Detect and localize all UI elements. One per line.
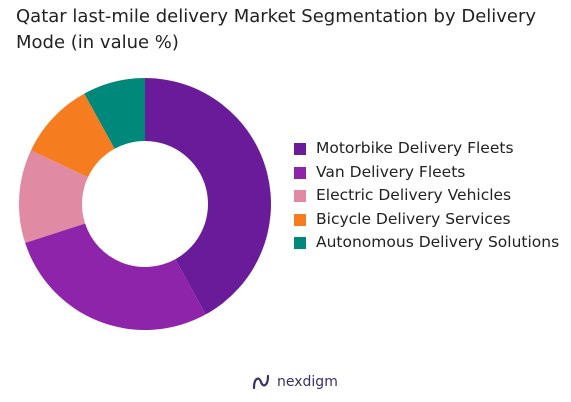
donut-slice-5 xyxy=(84,78,145,149)
legend-swatch xyxy=(294,143,306,155)
brand-name: nexdigm xyxy=(277,374,338,390)
legend-label: Electric Delivery Vehicles xyxy=(316,186,512,204)
chart-title: Qatar last-mile delivery Market Segmenta… xyxy=(16,6,537,53)
legend-swatch xyxy=(294,190,306,202)
donut-slice-2 xyxy=(25,223,206,330)
legend-label: Van Delivery Fleets xyxy=(316,162,466,181)
legend-item: Bicycle Delivery Services xyxy=(294,208,564,232)
legend-label: Autonomous Delivery Solutions xyxy=(316,233,560,251)
legend-swatch xyxy=(294,213,306,226)
legend-item: Autonomous Delivery Solutions xyxy=(294,231,564,255)
legend-item: Van Delivery Fleets xyxy=(294,161,564,185)
nexdigm-logo-icon xyxy=(252,374,270,390)
legend-item: Motorbike Delivery Fleets xyxy=(294,137,564,161)
donut-slice-3 xyxy=(18,150,88,243)
legend-item: Electric Delivery Vehicles xyxy=(294,184,564,208)
legend-swatch xyxy=(294,166,306,179)
donut-slice-1 xyxy=(145,78,272,315)
brand-footer: nexdigm xyxy=(251,370,338,394)
legend-label: Motorbike Delivery Fleets xyxy=(316,139,514,157)
donut-slice-4 xyxy=(30,93,115,178)
legend-label: Bicycle Delivery Services xyxy=(316,209,511,228)
chart-legend: Motorbike Delivery Fleets Van Delivery Fl… xyxy=(294,137,564,255)
legend-swatch xyxy=(294,237,306,249)
